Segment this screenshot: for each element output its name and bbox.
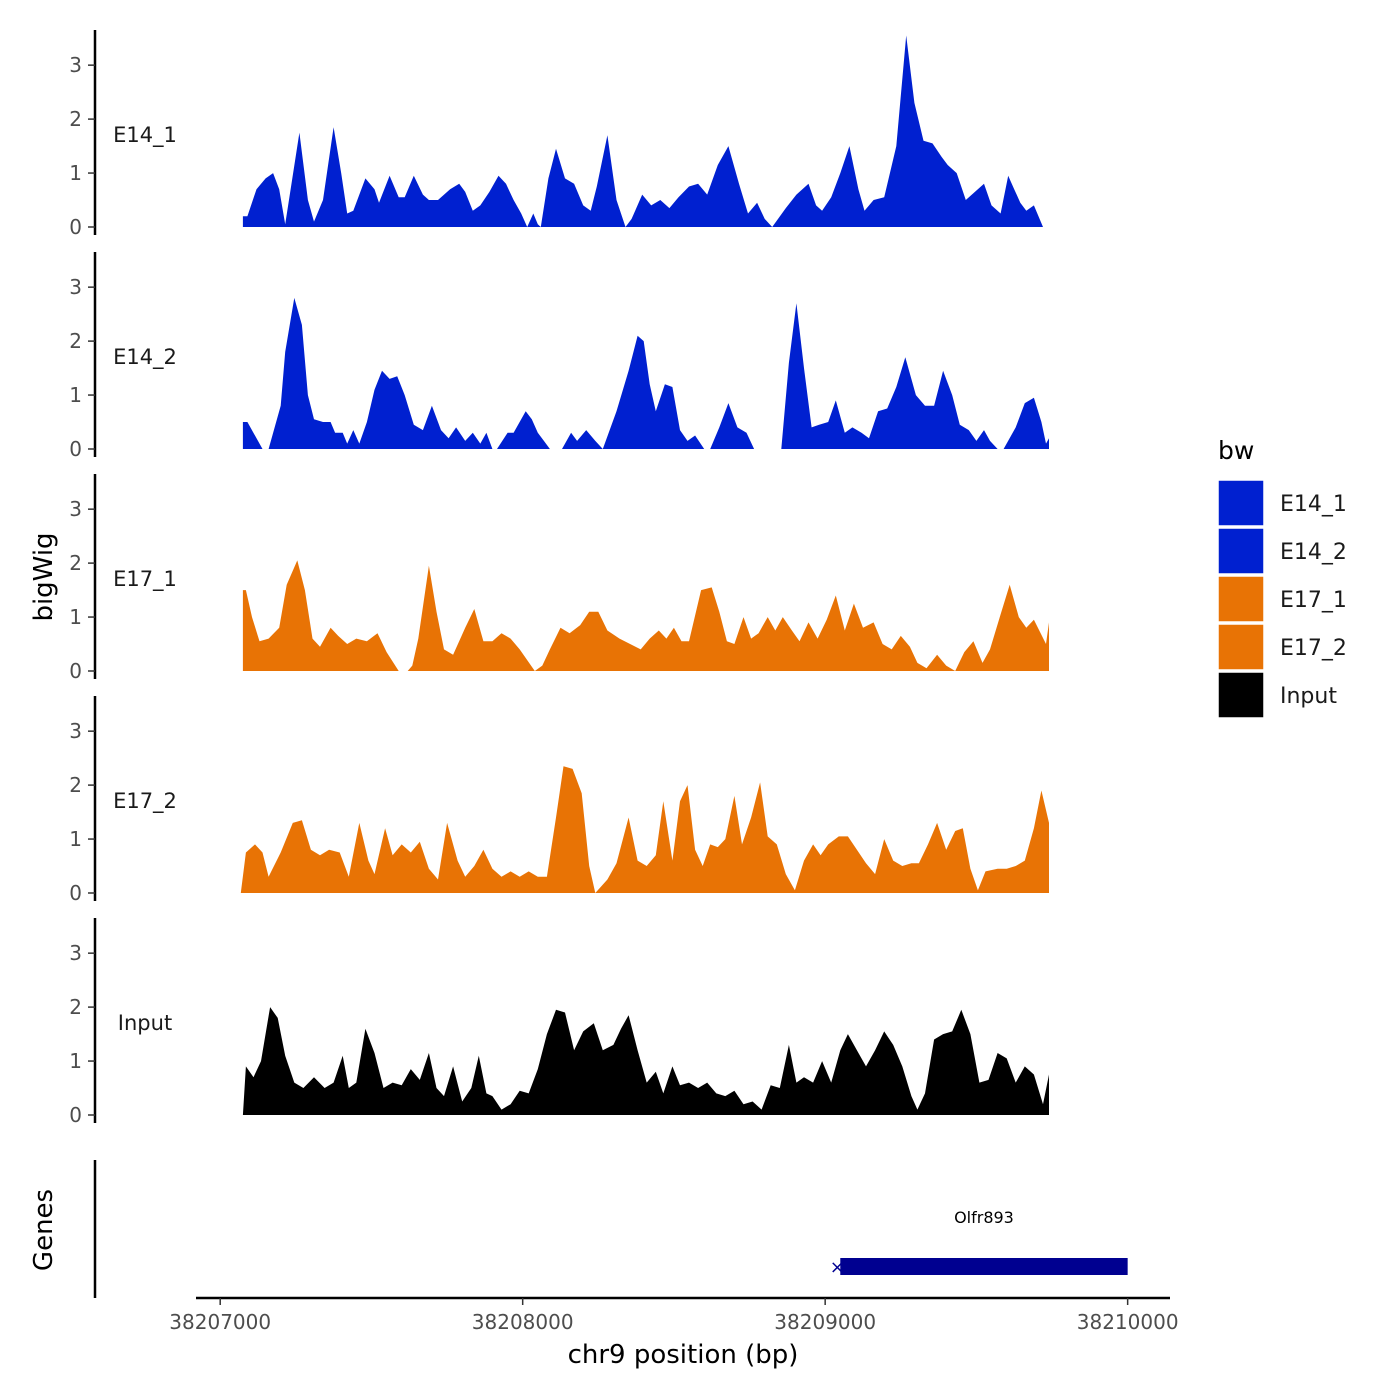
y-tick-label: 1 <box>69 605 82 629</box>
legend-swatch <box>1217 527 1265 575</box>
y-tick-label: 3 <box>69 719 82 743</box>
legend-label: E14_1 <box>1280 492 1347 517</box>
legend-swatch <box>1217 575 1265 623</box>
area-E17_1 <box>242 560 1049 671</box>
area-E14_2 <box>242 297 1049 449</box>
y-axis-title-genes: Genes <box>29 1189 59 1271</box>
x-tick-label: 38209000 <box>774 1310 876 1334</box>
y-axis-title-bigwig: bigWig <box>29 532 59 621</box>
track-E14_1: 0 1 2 3 E14_1 <box>69 30 1049 239</box>
y-tick-label: 0 <box>69 881 82 905</box>
y-tick-label: 2 <box>69 551 82 575</box>
legend-label: Input <box>1280 684 1337 709</box>
y-tick-label: 1 <box>69 827 82 851</box>
y-tick-label: 0 <box>69 659 82 683</box>
x-tick-label: 38208000 <box>472 1310 574 1334</box>
legend-swatch <box>1217 671 1265 719</box>
y-tick-label: 2 <box>69 773 82 797</box>
y-tick-label: 1 <box>69 383 82 407</box>
legend-item-E17_2: E17_2 <box>1217 623 1347 671</box>
track-E14_2: 0 1 2 3 E14_2 <box>69 252 1049 461</box>
track-label-E14_2: E14_2 <box>113 345 177 370</box>
legend-label: E14_2 <box>1280 540 1347 565</box>
area-Input <box>242 1007 1049 1115</box>
y-tick-label: 3 <box>69 275 82 299</box>
y-tick-label: 3 <box>69 53 82 77</box>
y-tick-label: 0 <box>69 215 82 239</box>
legend-item-Input: Input <box>1217 671 1337 719</box>
legend-label: E17_2 <box>1280 636 1347 661</box>
legend-swatch <box>1217 479 1265 527</box>
legend-title: bw <box>1218 436 1254 465</box>
y-tick-label: 0 <box>69 1103 82 1127</box>
genes-track: × Olfr893 <box>93 1160 1128 1298</box>
y-tick-label: 3 <box>69 497 82 521</box>
legend-item-E14_2: E14_2 <box>1217 527 1347 575</box>
legend-item-E17_1: E17_1 <box>1217 575 1347 623</box>
y-tick-label: 2 <box>69 329 82 353</box>
track-E17_2: 0 1 2 3 E17_2 <box>69 696 1050 905</box>
track-Input: 0 1 2 3 Input <box>69 918 1049 1127</box>
legend-label: E17_1 <box>1280 588 1347 613</box>
gene-Olfr893: × Olfr893 <box>830 1208 1128 1278</box>
tracks-layer: 0 1 2 3 E14_1 0 1 2 3 E14_2 0 1 2 3 E17_1 0 1 2 3 E17_2 0 1 2 3… <box>69 30 1050 1127</box>
area-E17_2 <box>240 766 1050 893</box>
x-axis-title: chr9 position (bp) <box>568 1340 799 1370</box>
gene-label: Olfr893 <box>954 1208 1014 1227</box>
x-tick-label: 38207000 <box>169 1310 271 1334</box>
y-tick-label: 3 <box>69 941 82 965</box>
track-label-Input: Input <box>118 1011 172 1035</box>
gene-body <box>840 1258 1128 1275</box>
track-label-E17_1: E17_1 <box>113 567 177 592</box>
legend: bw E14_1 E14_2 E17_1 E17_2 Input <box>1217 436 1347 719</box>
legend-swatch <box>1217 623 1265 671</box>
area-E14_1 <box>242 35 1049 227</box>
track-E17_1: 0 1 2 3 E17_1 <box>69 474 1049 683</box>
gene-strand-marker: × <box>830 1257 845 1278</box>
legend-item-E14_1: E14_1 <box>1217 479 1347 527</box>
y-tick-label: 2 <box>69 107 82 131</box>
y-tick-label: 1 <box>69 161 82 185</box>
x-axis: 38207000 38208000 38209000 38210000 <box>169 1296 1179 1334</box>
y-tick-label: 2 <box>69 995 82 1019</box>
x-tick-label: 38210000 <box>1077 1310 1179 1334</box>
y-tick-label: 0 <box>69 437 82 461</box>
y-tick-label: 1 <box>69 1049 82 1073</box>
track-label-E14_1: E14_1 <box>113 123 177 148</box>
track-label-E17_2: E17_2 <box>113 789 177 814</box>
